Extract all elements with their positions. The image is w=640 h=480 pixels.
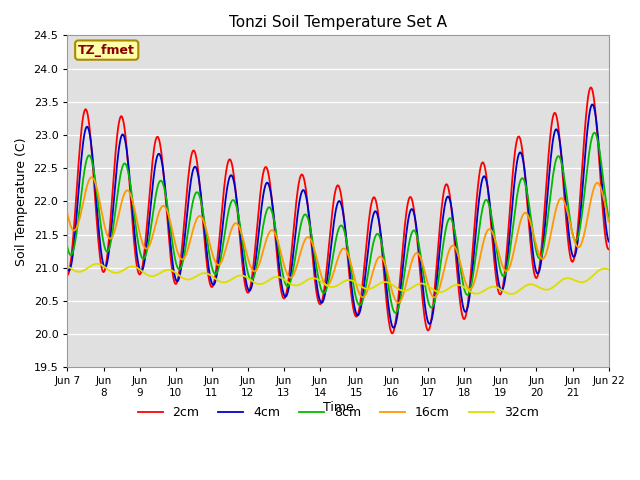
2cm	[388, 330, 396, 336]
4cm	[74, 205, 81, 211]
16cm	[130, 203, 138, 208]
8cm	[63, 244, 71, 250]
32cm	[74, 269, 81, 275]
4cm	[588, 102, 596, 108]
Line: 16cm: 16cm	[67, 177, 609, 303]
16cm	[63, 211, 71, 217]
2cm	[420, 312, 428, 318]
32cm	[185, 276, 193, 282]
8cm	[129, 201, 137, 207]
8cm	[404, 244, 412, 250]
2cm	[212, 264, 220, 270]
8cm	[591, 130, 598, 135]
4cm	[212, 274, 220, 279]
Text: TZ_fmet: TZ_fmet	[78, 44, 135, 57]
16cm	[421, 270, 429, 276]
X-axis label: Time: Time	[323, 401, 353, 414]
4cm	[404, 216, 412, 222]
8cm	[420, 276, 428, 282]
8cm	[212, 270, 220, 276]
32cm	[507, 291, 515, 297]
32cm	[420, 281, 428, 287]
Title: Tonzi Soil Temperature Set A: Tonzi Soil Temperature Set A	[229, 15, 447, 30]
8cm	[184, 229, 192, 235]
32cm	[605, 266, 612, 272]
4cm	[184, 203, 192, 209]
Legend: 2cm, 4cm, 8cm, 16cm, 32cm: 2cm, 4cm, 8cm, 16cm, 32cm	[132, 401, 543, 424]
Line: 8cm: 8cm	[67, 132, 609, 313]
Line: 2cm: 2cm	[67, 87, 609, 333]
2cm	[605, 246, 612, 252]
2cm	[184, 178, 192, 184]
4cm	[129, 213, 137, 219]
Line: 32cm: 32cm	[67, 264, 609, 294]
2cm	[63, 272, 71, 278]
16cm	[74, 223, 81, 229]
4cm	[605, 239, 612, 244]
32cm	[404, 287, 412, 292]
32cm	[130, 264, 138, 269]
8cm	[605, 215, 612, 220]
32cm	[63, 263, 71, 269]
2cm	[404, 198, 412, 204]
2cm	[74, 179, 81, 185]
32cm	[93, 261, 100, 267]
2cm	[129, 226, 137, 232]
8cm	[74, 225, 81, 231]
Y-axis label: Soil Temperature (C): Soil Temperature (C)	[15, 137, 28, 265]
16cm	[185, 244, 193, 250]
16cm	[395, 300, 403, 306]
2cm	[587, 84, 595, 90]
Line: 4cm: 4cm	[67, 105, 609, 328]
32cm	[213, 277, 221, 283]
16cm	[88, 174, 95, 180]
16cm	[605, 219, 612, 225]
4cm	[390, 325, 397, 331]
16cm	[213, 262, 221, 267]
8cm	[392, 310, 399, 316]
4cm	[420, 297, 428, 303]
16cm	[405, 268, 413, 274]
4cm	[63, 266, 71, 272]
